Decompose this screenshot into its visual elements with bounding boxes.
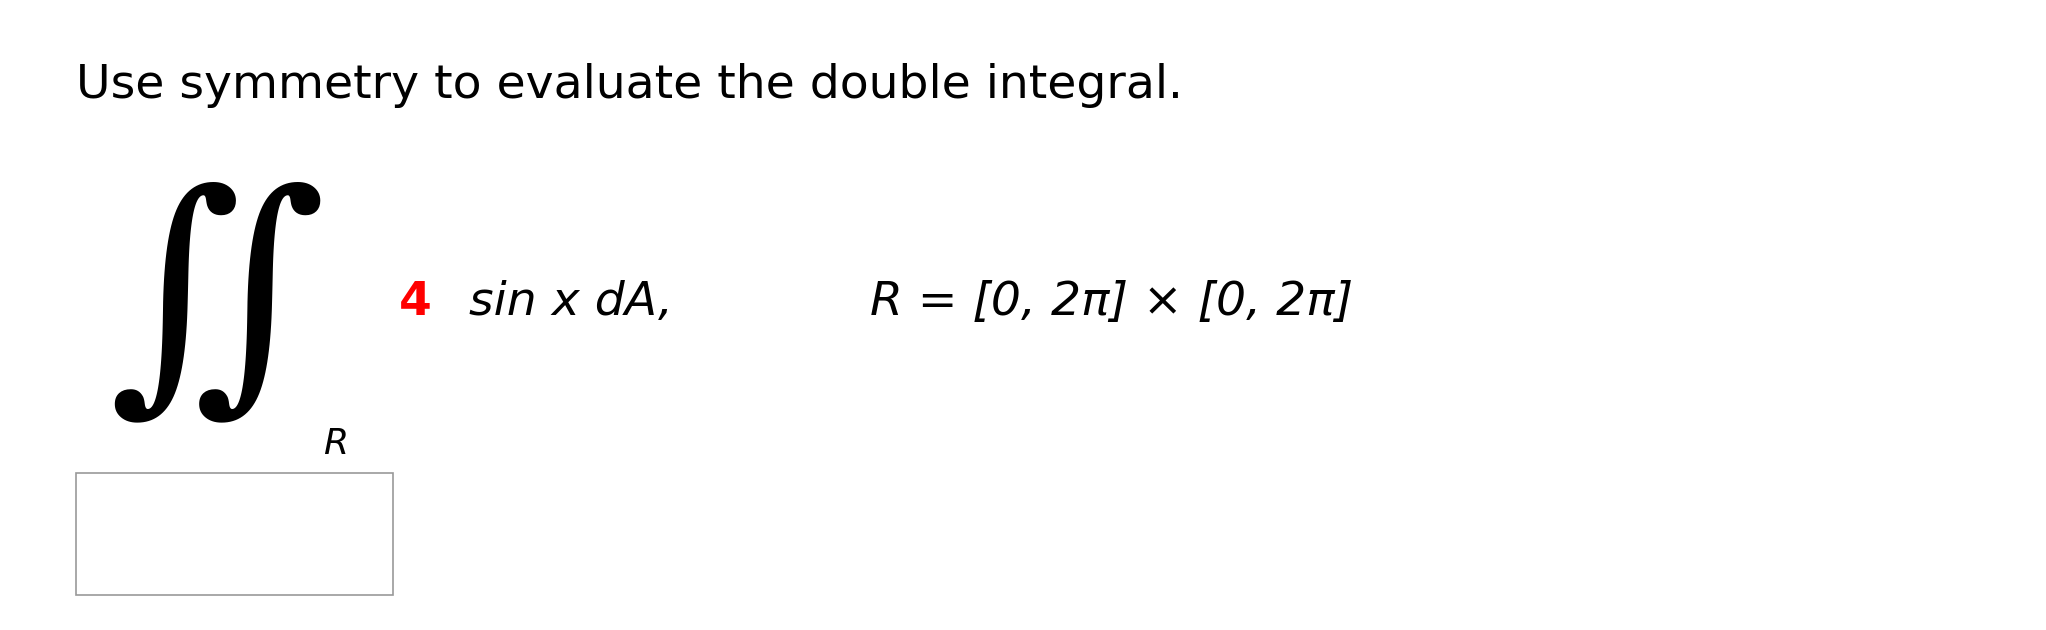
Text: Use symmetry to evaluate the double integral.: Use symmetry to evaluate the double inte…: [76, 63, 1183, 108]
Bar: [76, 472, 393, 595]
Text: sin x dA,: sin x dA,: [454, 280, 673, 325]
Text: R: R: [323, 427, 348, 461]
Text: R = [0, 2π] × [0, 2π]: R = [0, 2π] × [0, 2π]: [870, 280, 1352, 325]
Text: $\iint$: $\iint$: [108, 180, 321, 425]
Text: 4: 4: [399, 280, 432, 325]
